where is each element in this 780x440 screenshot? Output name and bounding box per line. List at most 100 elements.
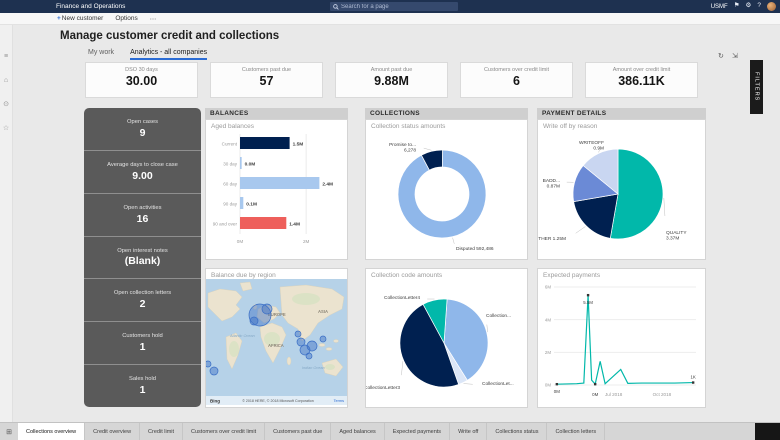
tab-analytics[interactable]: Analytics - all companies xyxy=(130,49,208,60)
search-input[interactable] xyxy=(341,3,451,10)
kpi-customers-over-limit[interactable]: Customers over credit limit 6 xyxy=(460,62,573,98)
tab-my-work[interactable]: My work xyxy=(88,49,115,56)
expected-payments-chart[interactable]: 0M 2M 4M 6M 0M 5.5M 0M 1K Jul 2018 Oct 2018 xyxy=(538,279,705,403)
tile-open-cases[interactable]: Open cases 9 xyxy=(84,108,201,150)
map-vegetation xyxy=(229,293,335,370)
report-tab-credit-overview[interactable]: Credit overview xyxy=(85,423,141,440)
tile-open-interest-notes[interactable]: Open interest notes (Blank) xyxy=(84,235,201,279)
svg-text:0M: 0M xyxy=(237,239,244,244)
map-terms-link[interactable]: Terms xyxy=(334,399,344,403)
favorites-icon[interactable]: ☆ xyxy=(2,125,10,132)
tile-customers-hold[interactable]: Customers hold 1 xyxy=(84,321,201,364)
expand-icon[interactable]: ⇲ xyxy=(732,53,738,60)
hamburger-icon[interactable]: ≡ xyxy=(3,53,9,60)
svg-text:Current: Current xyxy=(222,142,238,147)
page-search[interactable] xyxy=(330,2,458,11)
card-collection-code: Collection code amounts Collection... Col… xyxy=(365,268,528,408)
tile-label: Average days to close case xyxy=(107,161,178,168)
more-icon[interactable]: ⋯ xyxy=(149,15,157,23)
kpi-label: Customers over credit limit xyxy=(483,67,550,73)
report-tab-expected-payments[interactable]: Expected payments xyxy=(385,423,451,440)
chart-title: Collection code amounts xyxy=(371,272,443,279)
svg-text:Promise to...6,278: Promise to... 6,278 xyxy=(389,142,416,154)
kpi-value: 386.11K xyxy=(618,74,665,88)
bing-logo: Bing xyxy=(210,399,220,404)
report-tab-customers-over-credit-limit[interactable]: Customers over credit limit xyxy=(183,423,266,440)
tile-sales-hold[interactable]: Sales hold 1 xyxy=(84,364,201,407)
report-tab-credit-limit[interactable]: Credit limit xyxy=(140,423,184,440)
chart-title: Expected payments xyxy=(543,272,601,279)
report-tab-write-off[interactable]: Write off xyxy=(450,423,488,440)
svg-text:CollectionLetter3: CollectionLetter3 xyxy=(366,385,400,391)
page-tabs: My work Analytics - all companies xyxy=(88,49,208,60)
svg-text:Jul 2018: Jul 2018 xyxy=(605,392,623,397)
card-balance-map: Balance due by region EUROPE AFRICA xyxy=(205,268,348,408)
kpi-amount-over-limit[interactable]: Amount over credit limit 386.11K xyxy=(585,62,698,98)
gear-icon[interactable]: ⚙ xyxy=(745,2,752,10)
tile-open-collection-letters[interactable]: Open collection letters 2 xyxy=(84,278,201,321)
home-icon[interactable]: ⌂ xyxy=(3,77,9,84)
svg-text:0.0M: 0.0M xyxy=(245,162,256,168)
svg-text:Collection...: Collection... xyxy=(486,313,511,319)
svg-text:BADD...0.87M: BADD... 0.87M xyxy=(543,178,560,190)
help-icon[interactable]: ? xyxy=(757,2,761,10)
card-expected-payments: Expected payments 0M 2M 4M 6M 0M 5.5M 0M 1K Jul … xyxy=(537,268,706,408)
tile-value: 1 xyxy=(139,341,146,354)
svg-text:2.4M: 2.4M xyxy=(322,182,333,188)
chart-title: Write off by reason xyxy=(543,123,598,130)
map-label-europe: EUROPE xyxy=(268,312,286,317)
svg-text:90 and over: 90 and over xyxy=(213,222,238,227)
report-tab-collections-status[interactable]: Collections status xyxy=(487,423,548,440)
tile-label: Customers hold xyxy=(122,333,163,340)
report-tab-collections-overview[interactable]: Collections overview xyxy=(18,423,86,440)
map-bubbles[interactable] xyxy=(206,303,327,376)
collection-code-chart[interactable]: Collection... CollectionLet... CollectionL… xyxy=(366,279,527,405)
tile-value: 9 xyxy=(139,126,146,139)
kpi-dso[interactable]: DSO 30 days 30.00 xyxy=(85,62,198,98)
refresh-icon[interactable]: ↻ xyxy=(718,53,724,60)
chart-title: Balance due by region xyxy=(211,272,276,279)
card-collection-status: Collection status amounts Promise to... 6… xyxy=(365,119,528,260)
svg-text:OTHER 1.25M: OTHER 1.25M xyxy=(538,236,566,242)
tabs-menu-icon[interactable]: ⊞ xyxy=(6,428,12,436)
balance-map[interactable]: EUROPE AFRICA ASIA Atlantic Ocean Indian… xyxy=(206,279,347,405)
app-title: Finance and Operations xyxy=(56,3,126,10)
new-customer-button[interactable]: + New customer xyxy=(57,15,103,22)
kpi-amount-past-due[interactable]: Amount past due 9.88M xyxy=(335,62,448,98)
kpi-value: 6 xyxy=(513,74,520,88)
company-picker[interactable]: USMF xyxy=(710,3,728,10)
kpi-customers-past-due[interactable]: Customers past due 57 xyxy=(210,62,323,98)
tile-value: (Blank) xyxy=(124,255,161,268)
svg-text:2M: 2M xyxy=(303,239,310,244)
section-collections: COLLECTIONS xyxy=(365,108,528,119)
top-navbar: Finance and Operations USMF ⚑ ⚙ ? xyxy=(0,0,780,13)
options-button[interactable]: Options xyxy=(115,15,137,22)
filters-tab[interactable]: FILTERS xyxy=(750,60,763,114)
svg-text:0M: 0M xyxy=(545,383,551,388)
tile-value: 9.00 xyxy=(132,169,153,182)
report-tab-customers-past-due[interactable]: Customers past due xyxy=(265,423,332,440)
svg-text:CollectionLet...: CollectionLet... xyxy=(482,381,514,387)
map-copyright: © 2018 HERE, © 2018 Microsoft Corporatio… xyxy=(242,399,314,403)
kpi-value: 9.88M xyxy=(374,74,409,88)
kpi-value: 30.00 xyxy=(125,74,158,88)
options-label: Options xyxy=(115,15,138,22)
recent-icon[interactable]: ⊙ xyxy=(3,101,9,108)
flag-icon[interactable]: ⚑ xyxy=(733,2,740,10)
tile-label: Open cases xyxy=(127,118,158,125)
tile-avg-days-close[interactable]: Average days to close case 9.00 xyxy=(84,149,201,193)
card-aged-balances: Aged balances 0M 2M Current 1.5M 30 day 0.0M 6… xyxy=(205,119,348,260)
svg-text:Disputed 592,486: Disputed 592,486 xyxy=(456,246,494,252)
report-tab-aged-balances[interactable]: Aged balances xyxy=(331,423,385,440)
report-tab-collection-letters[interactable]: Collection letters xyxy=(547,423,606,440)
tile-open-activities[interactable]: Open activities 16 xyxy=(84,192,201,236)
collection-status-chart[interactable]: Promise to... 6,278 Disputed 592,486 xyxy=(366,130,527,258)
avatar[interactable] xyxy=(767,2,776,11)
svg-text:0M: 0M xyxy=(554,389,560,394)
kpi-label: Customers past due xyxy=(241,67,292,73)
aged-balances-chart[interactable]: 0M 2M Current 1.5M 30 day 0.0M 60 day 2.4M 90 da… xyxy=(206,130,347,252)
